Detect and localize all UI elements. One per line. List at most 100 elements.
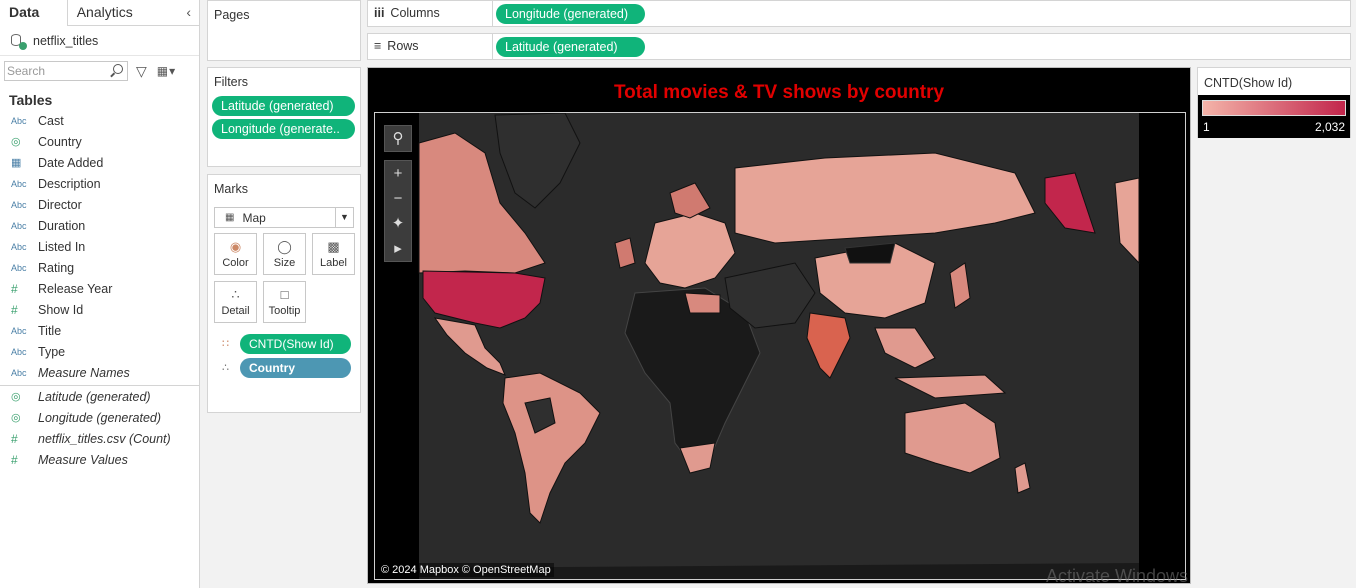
field-item[interactable]: # Show Id (0, 299, 199, 320)
south-america-nodata (524, 397, 556, 434)
mexico-shape (433, 317, 506, 376)
columns-label: Columns (390, 6, 440, 20)
zoom-out-button[interactable]: − (393, 190, 403, 207)
australia-shape (904, 402, 1001, 474)
field-item[interactable]: # Release Year (0, 278, 199, 299)
number-icon: # (11, 281, 18, 296)
mongolia-shape (844, 242, 896, 264)
tooltip-button[interactable]: □ Tooltip (263, 281, 306, 323)
viz-title: Total movies & TV shows by country (613, 82, 945, 103)
tab-data[interactable]: Data (0, 0, 68, 26)
field-item[interactable]: ◎ Longitude (generated) (0, 407, 199, 428)
color-button[interactable]: ◉ Color (214, 233, 257, 275)
filter-icon[interactable]: ▽ (136, 62, 147, 79)
pill-cntd-show-id[interactable]: CNTD(Show Id) (240, 333, 351, 354)
rows-label-box: ≡ Rows (368, 34, 493, 59)
field-item[interactable]: ▦ Date Added (0, 152, 199, 173)
field-item[interactable]: Abc Cast (0, 110, 199, 131)
field-item[interactable]: Abc Rating (0, 257, 199, 278)
search-input[interactable]: Search (4, 61, 128, 81)
filters-title: Filters (214, 75, 249, 89)
tab-analytics[interactable]: Analytics ‹ (68, 0, 199, 26)
field-item[interactable]: Abc Listed In (0, 236, 199, 257)
china-shape (814, 242, 936, 319)
field-item[interactable]: # Measure Values (0, 449, 199, 470)
russia-shape (734, 152, 1036, 244)
india-shape (806, 312, 851, 379)
field-label: Latitude (generated) (38, 389, 151, 404)
field-label: Measure Values (38, 452, 128, 467)
number-icon: # (11, 302, 18, 317)
size-label: Size (273, 257, 296, 269)
map-mark-icon: ▦ (225, 212, 235, 223)
zoom-in-button[interactable]: + (393, 165, 403, 182)
label-button[interactable]: ▩ Label (312, 233, 355, 275)
mark-field-detail: ∴ Country (208, 356, 360, 379)
expand-toolbar-button[interactable]: ▸ (394, 240, 402, 257)
japan-shape (949, 262, 971, 309)
string-type-icon: Abc (11, 199, 27, 210)
scandinavia-shape (669, 182, 711, 219)
search-placeholder: Search (7, 64, 46, 78)
antarctica-shape (419, 563, 1139, 579)
field-list: Abc Cast ◎ Country ▦ Date Added Abc Description… (0, 110, 199, 383)
viz-area[interactable]: Total movies & TV shows by country (367, 67, 1191, 584)
legend-body: 1 2,032 (1198, 95, 1350, 138)
south-africa-shape (679, 442, 716, 474)
field-label: Title (38, 323, 62, 338)
collapse-pane-icon[interactable]: ‹ (186, 4, 191, 20)
legend-gradient (1202, 100, 1346, 116)
search-icon (113, 64, 123, 74)
detail-label: Detail (221, 305, 250, 317)
reset-map-button[interactable]: ✦ (391, 215, 405, 232)
number-icon: # (11, 431, 18, 446)
rows-pill-latitude[interactable]: Latitude (generated) (496, 36, 645, 57)
columns-shelf[interactable]: iii Columns Longitude (generated) (367, 0, 1351, 27)
middle-east-shape (724, 262, 816, 329)
legend-min: 1 (1203, 120, 1210, 134)
color-legend[interactable]: CNTD(Show Id) 1 2,032 (1197, 67, 1351, 138)
mark-field-color: ∷ CNTD(Show Id) (208, 332, 360, 355)
detail-icon: ∴ (231, 287, 240, 302)
field-item[interactable]: ◎ Country (0, 131, 199, 152)
field-item[interactable]: ◎ Latitude (generated) (0, 386, 199, 407)
field-label: Show Id (38, 302, 84, 317)
datasource-row[interactable]: netflix_titles (0, 26, 199, 56)
filters-card[interactable]: Filters Latitude (generated) Longitude (… (207, 67, 361, 167)
field-label: Description (38, 176, 101, 191)
pane-tabs: Data Analytics ‹ (0, 0, 199, 26)
field-item[interactable]: Abc Title (0, 320, 199, 341)
marks-title: Marks (214, 182, 249, 196)
field-item[interactable]: Abc Measure Names (0, 362, 199, 383)
pages-card[interactable]: Pages (207, 0, 361, 61)
map-search-icon: ⚲ (392, 130, 404, 147)
map-view[interactable]: ⚲ + − ✦ ▸ © 2024 Mapbox © OpenStreetMap (374, 112, 1186, 580)
mark-type-dropdown[interactable]: ▦ Map ▼ (214, 207, 354, 228)
divider (0, 385, 199, 386)
columns-icon: iii (374, 6, 385, 20)
filter-pill-latitude[interactable]: Latitude (generated) (212, 96, 355, 116)
string-type-icon: Abc (11, 325, 27, 336)
field-item[interactable]: Abc Director (0, 194, 199, 215)
measure-list: ◎ Latitude (generated) ◎ Longitude (generat… (0, 386, 199, 470)
field-item[interactable]: Abc Type (0, 341, 199, 362)
field-item[interactable]: # netflix_titles.csv (Count) (0, 428, 199, 449)
rows-label: Rows (387, 39, 419, 53)
globe-icon: ◎ (11, 412, 21, 424)
detail-encoding-icon: ∴ (222, 362, 229, 374)
map-search-button[interactable]: ⚲ (384, 125, 412, 152)
world-map[interactable] (375, 113, 1186, 580)
size-button[interactable]: ◯ Size (263, 233, 306, 275)
detail-button[interactable]: ∴ Detail (214, 281, 257, 323)
color-encoding-icon: ∷ (222, 338, 229, 350)
size-icon: ◯ (277, 239, 292, 254)
filter-pill-longitude[interactable]: Longitude (generate.. (212, 119, 355, 139)
rows-shelf[interactable]: ≡ Rows Latitude (generated) (367, 33, 1351, 60)
pill-country[interactable]: Country (240, 357, 351, 378)
columns-pill-longitude[interactable]: Longitude (generated) (496, 3, 645, 24)
field-label: Director (38, 197, 82, 212)
view-options-icon[interactable]: ▦▾ (156, 64, 177, 78)
windows-activation-watermark: Activate Windows (1046, 566, 1189, 586)
field-item[interactable]: Abc Description (0, 173, 199, 194)
field-item[interactable]: Abc Duration (0, 215, 199, 236)
